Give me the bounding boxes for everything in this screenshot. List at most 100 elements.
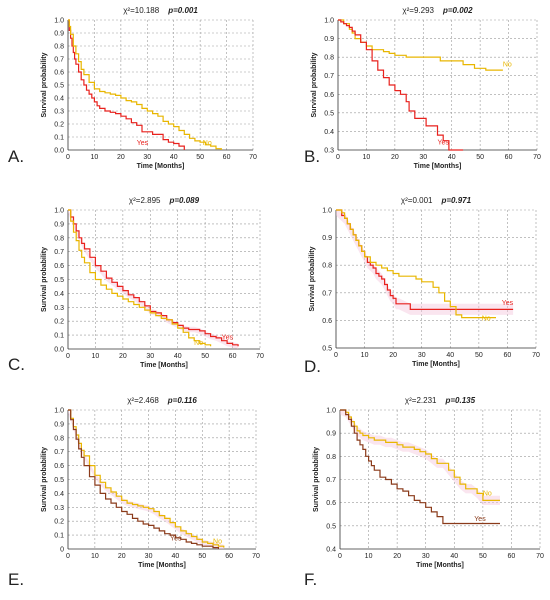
panel-a: A. χ²=10.188 p=0.001 0.0 0.1 0.2 0.3 0.4 0.5 0.6 0… <box>8 6 257 170</box>
y-tick-label: 0.7 <box>326 477 336 484</box>
survival-curve-no <box>338 19 503 71</box>
series-label-yes: Yes <box>438 139 450 146</box>
p-value: p=0.135 <box>444 396 475 405</box>
y-tick-label: 0.5 <box>54 83 64 90</box>
x-tick-label: 10 <box>361 352 369 359</box>
series-label-no: No <box>203 140 212 147</box>
y-tick-label: 0.7 <box>54 57 64 64</box>
x-tick-label: 20 <box>391 154 399 161</box>
x-tick-label: 30 <box>145 553 153 560</box>
y-tick-label: 0.8 <box>54 44 64 51</box>
series-label-yes: Yes <box>170 536 182 543</box>
y-tick-label: 0.9 <box>54 31 64 38</box>
chi-square-stat: χ²=9.293 p=0.002 <box>402 6 473 15</box>
y-tick-label: 0.5 <box>54 477 64 484</box>
y-tick-label: 0.3 <box>54 505 64 512</box>
x-tick-label: 60 <box>508 553 516 560</box>
series-label-no: No <box>482 315 491 322</box>
x-tick-label: 30 <box>418 352 426 359</box>
y-tick-label: 0.3 <box>54 305 64 312</box>
x-tick-label: 10 <box>365 553 373 560</box>
x-tick-label: 30 <box>422 553 430 560</box>
y-tick-label: 0.6 <box>322 318 332 325</box>
x-tick-label: 60 <box>229 353 237 360</box>
survival-curve-yes <box>336 209 514 310</box>
x-tick-label: 60 <box>223 154 231 161</box>
y-tick-label: 0.3 <box>324 148 334 155</box>
y-tick-label: 0.4 <box>326 547 336 554</box>
survival-curve-yes <box>340 409 500 525</box>
x-tick-label: 50 <box>475 352 483 359</box>
p-value: p=0.002 <box>442 6 473 15</box>
survival-curve-no <box>340 409 500 501</box>
y-tick-label: 0.7 <box>54 249 64 256</box>
survival-curve-no <box>336 209 496 319</box>
x-tick-label: 50 <box>198 553 206 560</box>
chi-square-stat: χ²=2.231 p=0.135 <box>405 396 476 405</box>
x-tick-label: 10 <box>91 553 99 560</box>
x-tick-label: 50 <box>201 353 209 360</box>
x-tick-label: 20 <box>117 154 125 161</box>
x-tick-label: 60 <box>504 352 512 359</box>
survival-curve-no <box>68 209 212 347</box>
y-tick-label: 1.0 <box>54 18 64 25</box>
x-tick-label: 50 <box>479 553 487 560</box>
p-value: p=0.116 <box>167 396 198 405</box>
x-tick-label: 70 <box>532 352 540 359</box>
x-tick-label: 20 <box>119 353 127 360</box>
x-tick-label: 10 <box>92 353 100 360</box>
panel-letter: C. <box>8 355 25 374</box>
p-value: p=0.089 <box>168 196 199 205</box>
y-tick-label: 0.6 <box>54 263 64 270</box>
x-tick-label: 0 <box>334 352 338 359</box>
chi-square-value: χ²=2.468 <box>127 396 159 405</box>
chi-square-stat: χ²=10.188 p=0.001 <box>123 6 198 15</box>
panel-letter: E. <box>8 570 24 589</box>
x-tick-label: 0 <box>336 154 340 161</box>
x-axis-label: Time [Months] <box>140 362 188 369</box>
series-label-yes: Yes <box>502 300 514 307</box>
y-tick-label: 0.8 <box>326 454 336 461</box>
survival-curve-yes <box>338 19 464 151</box>
x-tick-label: 50 <box>196 154 204 161</box>
x-tick-label: 40 <box>170 154 178 161</box>
x-tick-label: 20 <box>389 352 397 359</box>
y-tick-label: 1.0 <box>324 18 334 25</box>
series-label-no: No <box>503 61 512 68</box>
y-tick-label: 0.5 <box>324 110 334 117</box>
x-tick-label: 70 <box>533 154 541 161</box>
y-tick-label: 0.7 <box>322 290 332 297</box>
chi-square-value: χ²=0.001 <box>401 196 433 205</box>
y-tick-label: 0.4 <box>54 491 64 498</box>
x-tick-label: 20 <box>393 553 401 560</box>
series-label-yes: Yes <box>474 516 486 523</box>
y-tick-label: 1.0 <box>322 208 332 215</box>
y-tick-label: 0.6 <box>324 92 334 99</box>
chi-square-stat: χ²=2.895 p=0.089 <box>129 196 200 205</box>
x-tick-label: 40 <box>448 154 456 161</box>
x-tick-label: 60 <box>225 553 233 560</box>
x-tick-label: 70 <box>249 154 257 161</box>
x-axis-label: Time [Months] <box>412 361 460 368</box>
x-tick-label: 20 <box>118 553 126 560</box>
x-tick-label: 10 <box>91 154 99 161</box>
chi-square-value: χ²=10.188 <box>123 6 160 15</box>
x-axis-label: Time [Months] <box>138 562 186 569</box>
y-tick-label: 0.9 <box>326 431 336 438</box>
x-tick-label: 30 <box>419 154 427 161</box>
y-tick-label: 0.2 <box>54 519 64 526</box>
series-label-yes: Yes <box>137 140 149 147</box>
y-tick-label: 0 <box>60 547 64 554</box>
x-tick-label: 30 <box>146 353 154 360</box>
chi-square-value: χ²=2.231 <box>405 396 437 405</box>
y-tick-label: 0.9 <box>322 235 332 242</box>
y-tick-label: 0.8 <box>54 235 64 242</box>
y-axis-label: Survival probability <box>41 247 48 312</box>
series-label-no: No <box>213 538 222 545</box>
survival-curve-yes <box>68 409 219 549</box>
p-value: p=0.971 <box>440 196 471 205</box>
y-tick-label: 0.9 <box>54 221 64 228</box>
survival-curve-no <box>68 19 222 150</box>
chi-square-stat: χ²=0.001 p=0.971 <box>401 196 472 205</box>
